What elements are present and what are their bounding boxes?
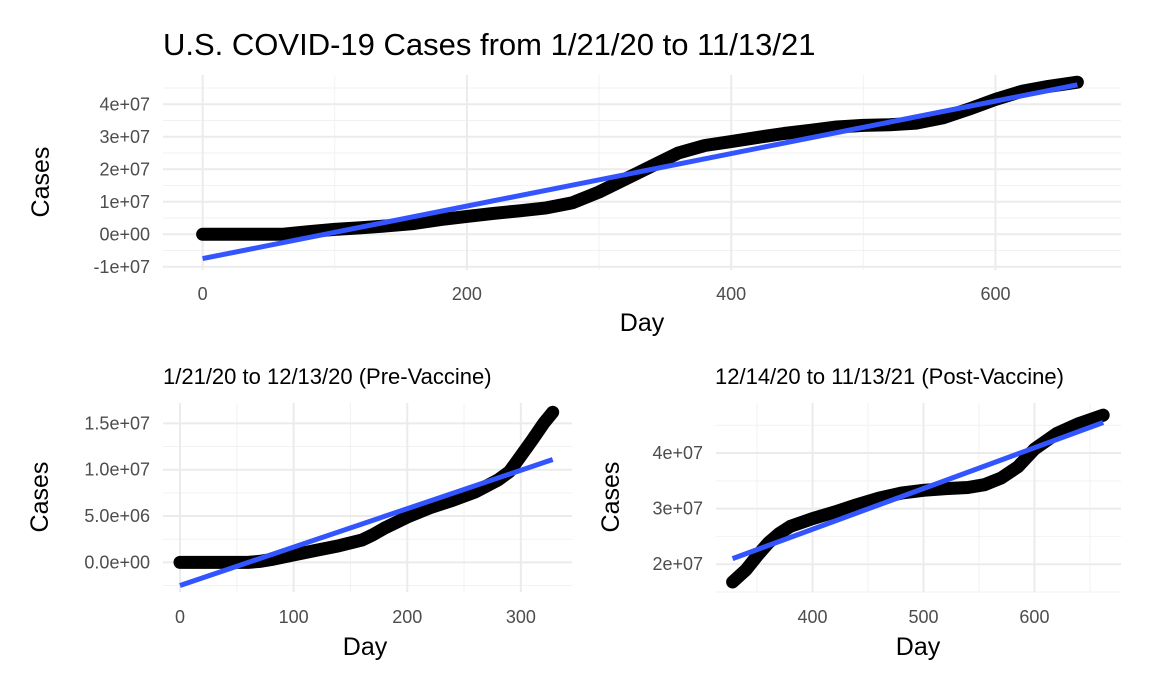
chart-panel-full-period: 0 200 400 600 -1e+07 0e+00 1e+07 2e+07 3e+07 4e+0… xyxy=(27,27,1121,337)
y-tick-label: 0e+00 xyxy=(99,224,150,244)
x-tick-label: 200 xyxy=(392,607,422,627)
tick-labels: 0 100 200 300 0.0e+00 5.0e+06 1.0e+07 1.5e+07 xyxy=(84,413,535,627)
chart-panel-post-vaccine: 400 500 600 2e+07 3e+07 4e+07 12/14/20 to 11/… xyxy=(597,364,1121,661)
y-tick-label: 4e+07 xyxy=(652,443,703,463)
y-tick-label: -1e+07 xyxy=(93,257,150,277)
y-tick-label: 1e+07 xyxy=(99,192,150,212)
x-axis-title: Day xyxy=(343,633,388,661)
y-tick-label: 1.0e+07 xyxy=(84,460,150,480)
y-tick-label: 1.5e+07 xyxy=(84,413,150,433)
series-group xyxy=(196,75,1084,262)
y-tick-label: 3e+07 xyxy=(99,127,150,147)
y-tick-label: 4e+07 xyxy=(99,94,150,114)
x-tick-label: 0 xyxy=(198,284,208,304)
x-tick-label: 300 xyxy=(506,607,536,627)
y-tick-label: 3e+07 xyxy=(652,499,703,519)
x-axis-title: Day xyxy=(896,633,941,661)
series-group xyxy=(726,408,1110,589)
x-tick-label: 200 xyxy=(452,284,482,304)
chart-title: U.S. COVID-19 Cases from 1/21/20 to 11/1… xyxy=(163,27,815,62)
linear-fit-line xyxy=(202,82,1078,262)
y-axis-title: Cases xyxy=(597,462,625,533)
chart-panel-pre-vaccine: 0 100 200 300 0.0e+00 5.0e+06 1.0e+07 1.5e+07 1… xyxy=(26,364,572,661)
linear-fit-line xyxy=(179,457,554,588)
x-tick-label: 500 xyxy=(908,607,938,627)
x-axis-title: Day xyxy=(620,309,665,337)
x-tick-label: 600 xyxy=(1019,607,1049,627)
x-tick-label: 400 xyxy=(716,284,746,304)
observed-cases-line xyxy=(173,405,560,569)
tick-labels: 0 200 400 600 -1e+07 0e+00 1e+07 2e+07 3e+07 4e+0… xyxy=(93,94,1010,304)
y-tick-label: 2e+07 xyxy=(99,159,150,179)
observed-cases-line xyxy=(726,408,1110,589)
x-tick-label: 600 xyxy=(980,284,1010,304)
y-tick-label: 2e+07 xyxy=(652,554,703,574)
series-group xyxy=(173,405,560,588)
y-axis-title: Cases xyxy=(26,462,54,533)
x-tick-label: 0 xyxy=(175,607,185,627)
y-tick-label: 0.0e+00 xyxy=(84,552,150,572)
y-axis-title: Cases xyxy=(27,147,55,218)
chart-title: 12/14/20 to 11/13/21 (Post-Vaccine) xyxy=(715,364,1064,389)
x-tick-label: 100 xyxy=(279,607,309,627)
y-tick-label: 5.0e+06 xyxy=(84,506,150,526)
linear-fit-line xyxy=(731,420,1105,561)
tick-labels: 400 500 600 2e+07 3e+07 4e+07 xyxy=(652,443,1049,627)
gridlines xyxy=(716,403,1121,593)
x-tick-label: 400 xyxy=(798,607,828,627)
chart-title: 1/21/20 to 12/13/20 (Pre-Vaccine) xyxy=(163,364,492,389)
